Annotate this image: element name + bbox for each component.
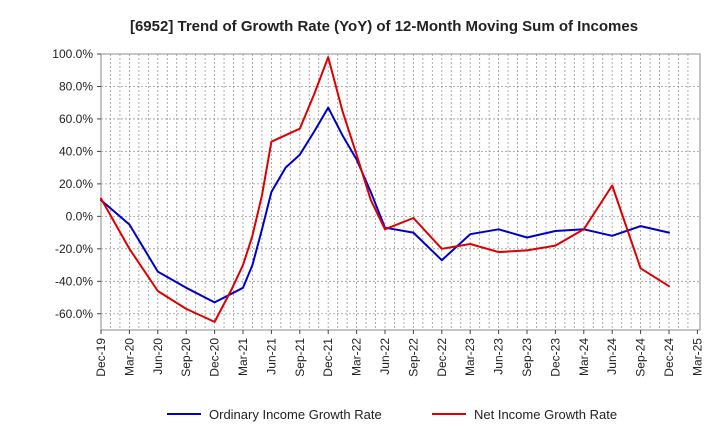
x-tick-label: Jun-22 [378,338,392,375]
y-tick-label: 0.0% [66,209,94,223]
y-tick-label: 40.0% [59,144,93,158]
y-tick-label: -20.0% [55,242,93,256]
legend: Ordinary Income Growth Rate Net Income Gr… [167,407,617,422]
x-tick-label: Dec-24 [662,338,676,377]
legend-label-2: Net Income Growth Rate [474,407,617,422]
x-tick-label: Sep-24 [634,338,648,377]
chart-title: [6952] Trend of Growth Rate (YoY) of 12-… [130,18,638,35]
y-axis-ticks: 100.0% 80.0% 60.0% 40.0% 20.0% 0.0% -20.0% -40.… [52,47,101,321]
x-tick-label: Sep-20 [179,338,193,377]
x-tick-label: Sep-22 [406,338,420,377]
x-tick-label: Dec-22 [435,338,449,377]
x-tick-label: Mar-20 [122,338,136,376]
x-tick-label: Mar-24 [577,338,591,376]
y-tick-label: -60.0% [55,307,93,321]
x-tick-label: Dec-21 [321,338,335,377]
y-tick-label: 60.0% [59,112,93,126]
x-tick-label: Dec-20 [208,338,222,377]
x-tick-label: Sep-21 [293,338,307,377]
x-tick-label: Jun-21 [264,338,278,375]
x-tick-label: Jun-20 [151,338,165,375]
x-tick-label: Sep-23 [520,338,534,377]
plot-area [100,53,701,331]
x-tick-label: Dec-19 [94,338,108,377]
series-line-2 [100,56,670,323]
y-tick-label: 80.0% [59,79,93,93]
x-tick-label: Jun-24 [605,338,619,375]
x-tick-label: Mar-25 [690,338,704,376]
y-tick-label: 100.0% [52,47,93,61]
series-line-1 [100,106,670,304]
x-tick-label: Mar-23 [463,338,477,376]
x-tick-label: Mar-21 [236,338,250,376]
x-tick-label: Jun-23 [492,338,506,375]
x-tick-label: Mar-22 [350,338,364,376]
x-tick-label: Dec-23 [548,338,562,377]
legend-label-1: Ordinary Income Growth Rate [209,407,382,422]
x-axis-ticks: Dec-19 Mar-20 Jun-20 Sep-20 Dec-20 Mar-21 Jun-… [94,330,704,377]
series-lines [100,56,670,323]
y-tick-label: -40.0% [55,274,93,288]
y-tick-label: 20.0% [59,177,93,191]
